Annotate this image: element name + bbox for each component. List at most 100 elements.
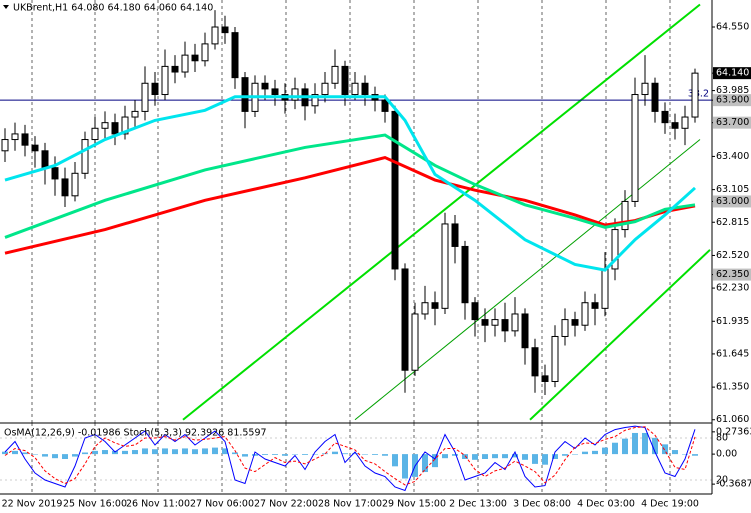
y-tick-label: -0.36874 <box>716 479 751 490</box>
osma-bar <box>532 454 538 464</box>
x-tick-label: 4 Dec 19:00 <box>641 499 699 510</box>
osma-bar <box>192 449 198 455</box>
osma-bar <box>582 451 588 455</box>
y-tick-label: 0.00 <box>716 449 737 460</box>
osma-bar <box>662 444 668 455</box>
osma-bar <box>592 450 598 455</box>
osma-bar <box>132 450 138 455</box>
osma-bar <box>692 454 698 456</box>
candle-body <box>101 122 109 129</box>
osma-bar <box>292 454 298 455</box>
oscillator-panel <box>0 423 712 494</box>
osma-bar <box>342 453 348 455</box>
candle-body <box>351 82 359 96</box>
candle-body <box>651 82 659 112</box>
osma-bar <box>2 451 8 455</box>
candle-body <box>321 82 329 96</box>
osma-bar <box>62 454 68 459</box>
osma-bar <box>512 454 518 458</box>
y-tick-label: 63.900 <box>716 95 749 106</box>
candle-body <box>231 32 239 79</box>
osma-bar <box>42 454 48 457</box>
moving-average <box>4 133 696 239</box>
y-tick-label: 64.550 <box>716 22 749 33</box>
stochastic-line <box>4 425 696 492</box>
osma-bar <box>52 454 58 459</box>
price-panel: 38.2 <box>0 0 712 423</box>
osma-bar <box>682 454 688 455</box>
osma-bar <box>352 453 358 455</box>
osma-bar <box>182 448 188 455</box>
candle-body <box>171 65 179 73</box>
y2-tick-label: 20 <box>716 475 728 486</box>
osma-bar <box>312 454 318 455</box>
osma-bar <box>622 438 628 455</box>
stochastic-line <box>4 426 696 486</box>
candle-body <box>481 319 489 326</box>
osma-bar <box>12 450 18 455</box>
candle-body <box>471 302 479 321</box>
indicator-header: OsMA(12,26,9) -0.01986 Stoch(5,3,3) 92.3… <box>4 428 267 439</box>
candle-body <box>531 347 539 377</box>
moving-average <box>4 95 697 272</box>
osma-bar <box>482 454 488 459</box>
y-tick-label: 61.060 <box>716 414 749 425</box>
x-tick-label: 4 Dec 03:00 <box>577 499 635 510</box>
symbol-header: UKBrent,H1 64.080 64.180 64.060 64.140 <box>13 3 213 14</box>
osma-bar <box>402 454 408 479</box>
y-tick-label: 63.105 <box>716 184 749 195</box>
candle-body <box>11 133 19 141</box>
osma-bar <box>392 454 398 467</box>
candle-body <box>181 54 189 73</box>
price-label-bg <box>713 195 751 208</box>
osma-bar <box>262 454 268 455</box>
candle-body <box>601 268 609 309</box>
candle-body <box>661 110 669 124</box>
candle-body <box>361 82 369 96</box>
candle-body <box>41 150 49 169</box>
osma-bar <box>612 442 618 455</box>
osma-bar <box>432 454 438 468</box>
osma-bar <box>152 449 158 455</box>
candle-body <box>561 319 569 337</box>
osma-bar <box>552 454 558 459</box>
osma-bar <box>602 447 608 455</box>
osma-bar <box>272 454 278 455</box>
osma-bar <box>302 454 308 455</box>
y-tick-label: 64.140 <box>716 68 749 79</box>
osma-bar <box>72 454 78 457</box>
osma-bar <box>322 453 328 455</box>
osma-bar <box>92 450 98 455</box>
candle-body <box>161 65 169 96</box>
candle-body <box>441 223 449 309</box>
y-tick-label: 62.520 <box>716 250 749 261</box>
osma-bar <box>542 454 548 465</box>
osma-bar <box>522 454 528 460</box>
osma-bar <box>202 448 208 455</box>
y-tick-label: 61.645 <box>716 348 749 359</box>
candle-body <box>131 110 139 118</box>
osma-bar <box>642 432 648 455</box>
candle-body <box>291 88 299 101</box>
candle-body <box>461 245 469 304</box>
osma-bar <box>562 454 568 456</box>
candle-body <box>121 116 129 135</box>
x-tick-label: 2 Dec 13:00 <box>449 499 507 510</box>
price-label-bg <box>713 94 751 107</box>
osma-bar <box>32 454 38 455</box>
x-tick-label: 27 Nov 22:00 <box>254 499 318 510</box>
osma-bar <box>442 454 448 459</box>
y-tick-label: 63.700 <box>716 117 749 128</box>
candle-body <box>141 82 149 112</box>
y-tick-label: 63.000 <box>716 196 749 207</box>
y-tick-label: 61.350 <box>716 382 749 393</box>
candle-body <box>581 302 589 326</box>
candle-body <box>331 65 339 84</box>
osma-bar <box>502 454 508 459</box>
osma-bar <box>332 451 338 455</box>
osma-bar <box>142 448 148 455</box>
candle-body <box>501 319 509 332</box>
osma-bar <box>162 448 168 455</box>
x-tick-label: 25 Nov 16:00 <box>63 499 127 510</box>
